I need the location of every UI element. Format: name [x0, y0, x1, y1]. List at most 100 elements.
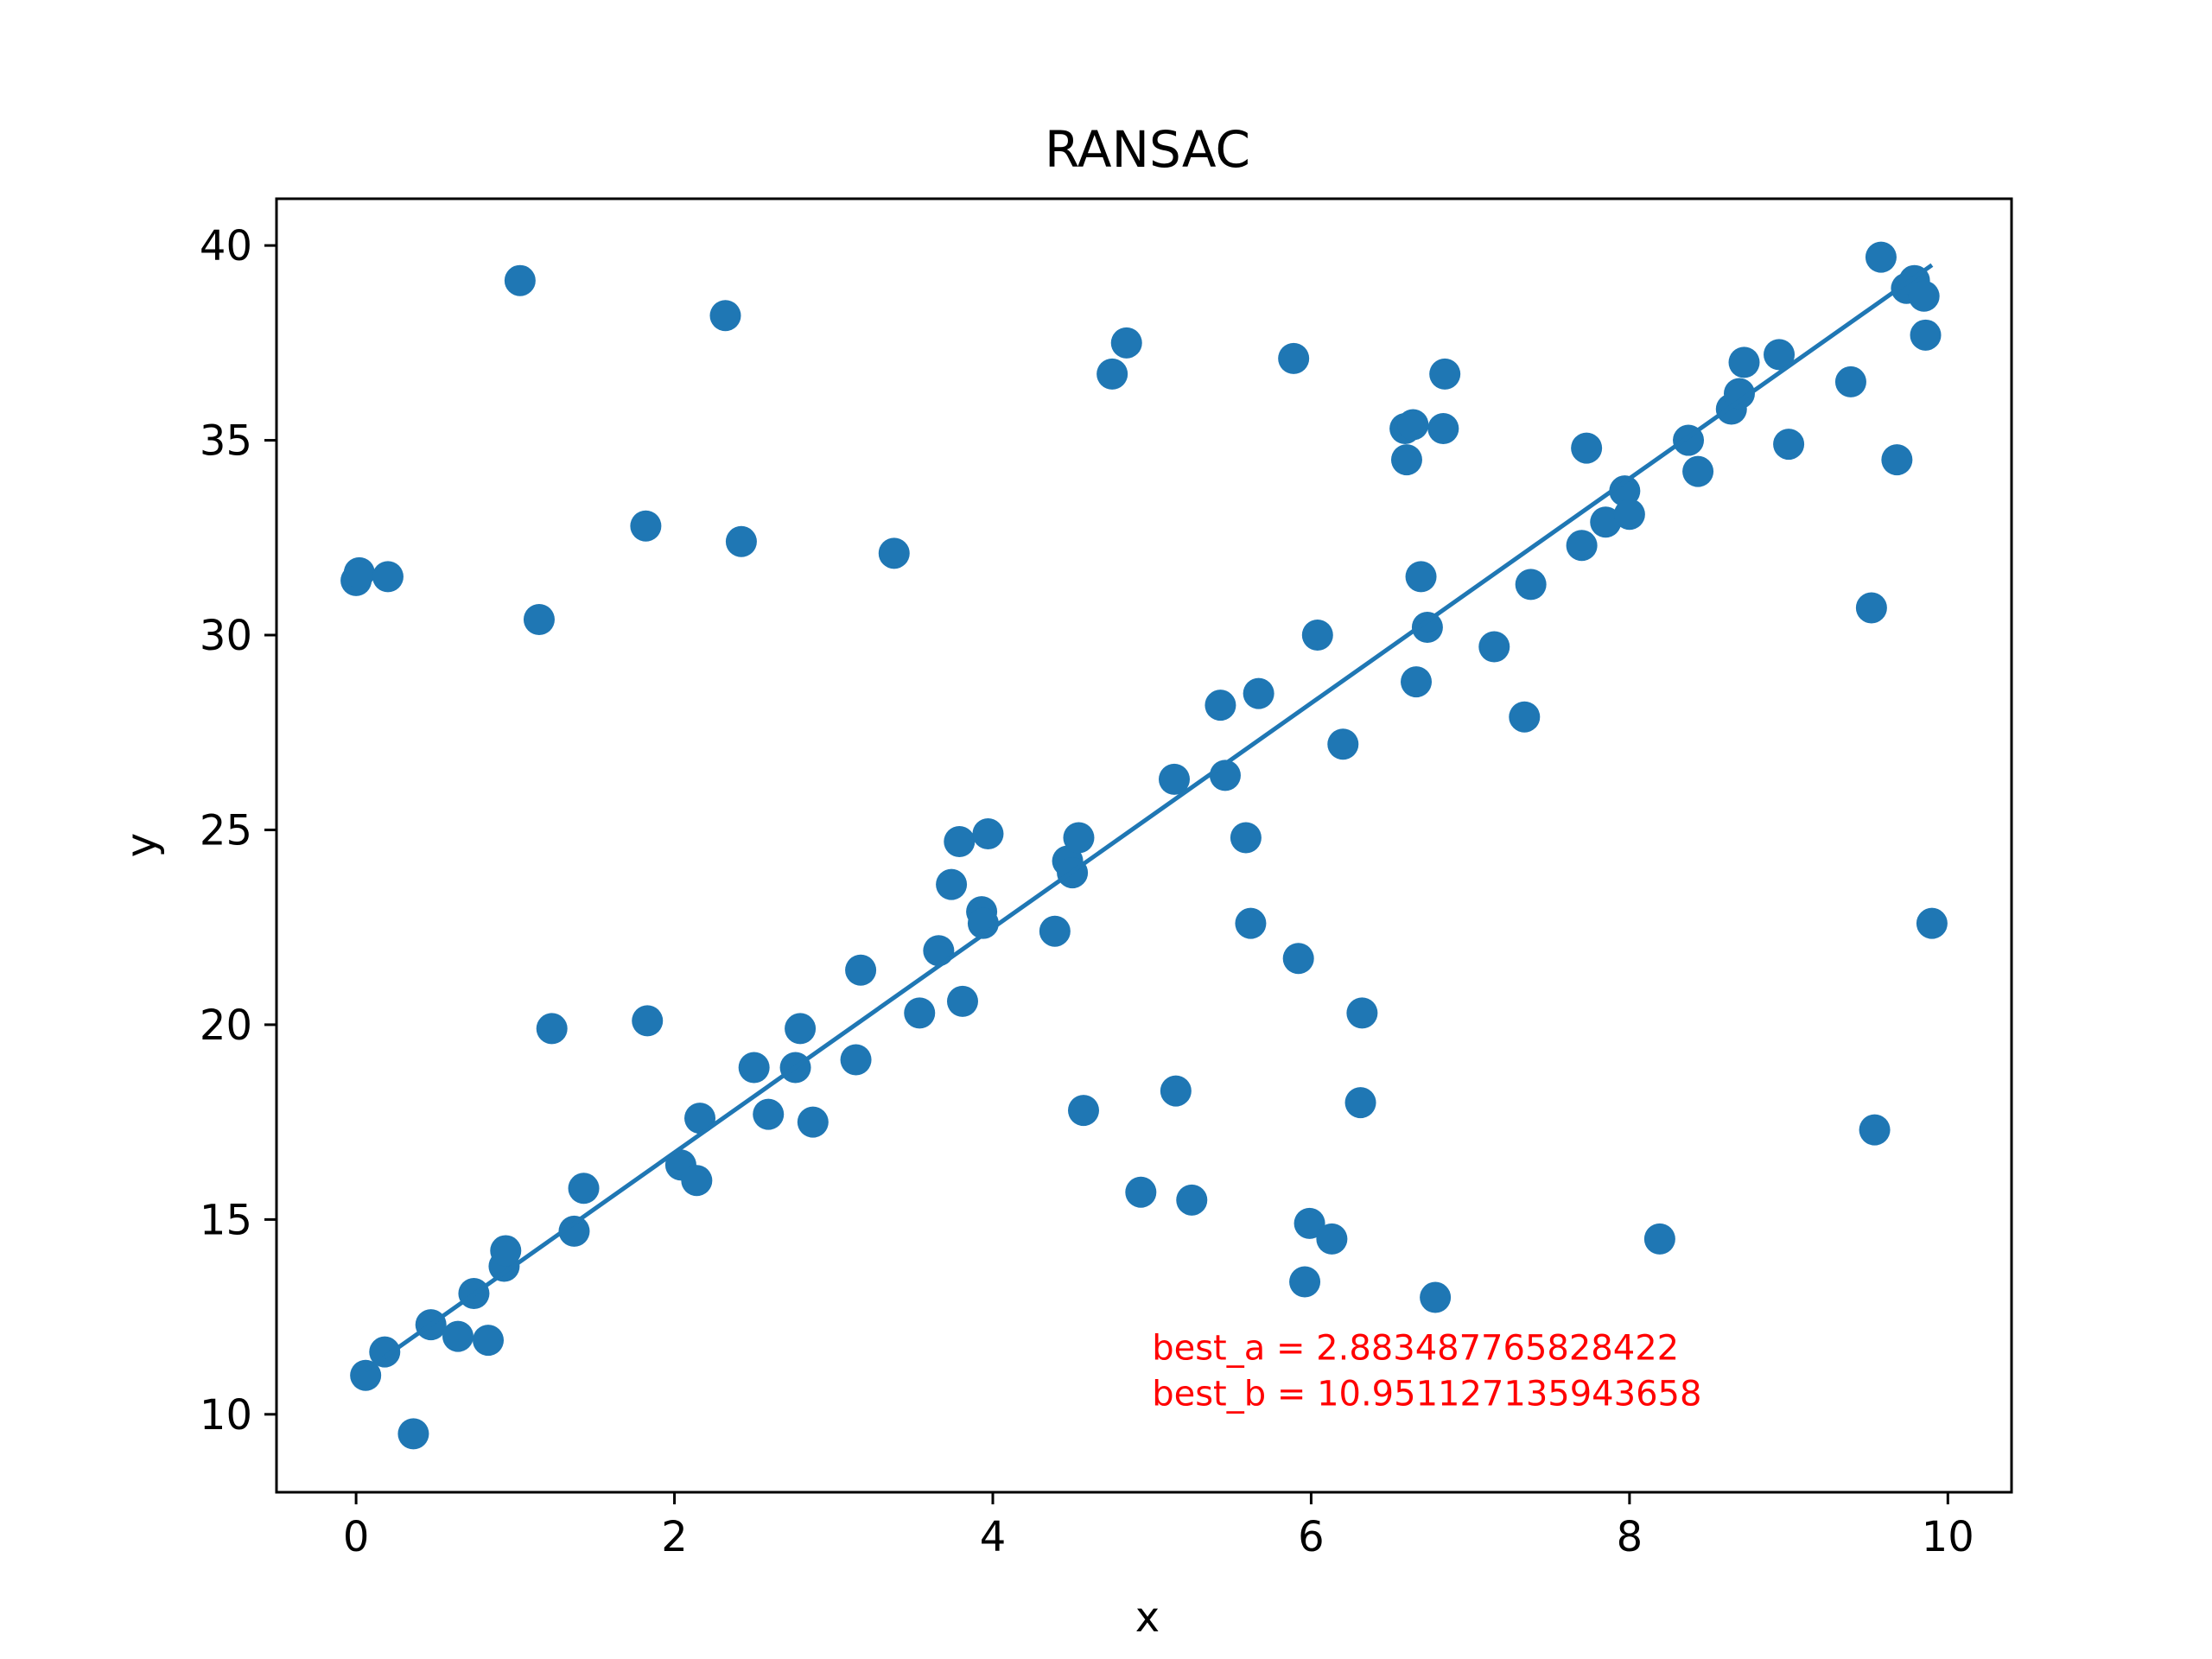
x-tick-label: 4	[980, 1513, 1007, 1561]
data-point	[1411, 611, 1443, 643]
x-tick-label: 2	[661, 1513, 688, 1561]
chart-title: RANSAC	[1045, 120, 1250, 179]
data-point	[397, 1418, 429, 1450]
data-point	[709, 300, 741, 332]
data-point	[372, 561, 404, 593]
data-point	[1509, 701, 1541, 733]
data-point	[1063, 822, 1095, 854]
data-point	[1390, 444, 1422, 476]
data-point	[904, 997, 936, 1029]
data-point	[1910, 319, 1942, 351]
data-point	[753, 1098, 785, 1130]
data-point	[1205, 690, 1236, 721]
data-point	[1401, 666, 1433, 698]
data-point	[1125, 1176, 1157, 1208]
y-tick-label: 25	[200, 806, 252, 855]
data-point	[840, 1044, 872, 1076]
y-tick-label: 20	[200, 1001, 252, 1050]
data-point	[1773, 429, 1805, 461]
data-point	[1566, 530, 1598, 562]
data-point	[1110, 327, 1142, 359]
data-point	[972, 817, 1004, 849]
data-point	[1346, 997, 1378, 1029]
x-tick-label: 0	[343, 1513, 370, 1561]
data-point	[1881, 444, 1913, 476]
data-point	[1405, 561, 1437, 593]
x-tick-label: 10	[1922, 1513, 1974, 1561]
data-point	[369, 1336, 401, 1368]
data-point	[1039, 915, 1071, 947]
data-point	[473, 1325, 505, 1357]
x-tick-label: 6	[1298, 1513, 1325, 1561]
data-point	[630, 510, 662, 542]
data-point	[878, 537, 910, 569]
data-point	[1571, 432, 1603, 464]
x-axis-label: x	[1135, 1593, 1160, 1642]
data-point	[1643, 1223, 1675, 1255]
data-point	[1682, 455, 1714, 487]
data-point	[1327, 728, 1359, 760]
data-point	[1289, 1266, 1321, 1298]
annotation-best-a: best_a = 2.883487765828422	[1152, 1329, 1679, 1369]
data-point	[558, 1215, 590, 1247]
data-point	[568, 1173, 600, 1205]
data-point	[1764, 339, 1796, 371]
data-point	[1176, 1184, 1208, 1216]
data-point	[504, 264, 536, 296]
y-tick-label: 40	[200, 222, 252, 270]
data-point	[946, 985, 978, 1017]
data-point	[1613, 499, 1645, 531]
data-point	[1590, 506, 1622, 538]
data-point	[944, 825, 976, 857]
data-point	[1344, 1087, 1376, 1119]
data-point	[1230, 822, 1262, 854]
data-point	[1916, 907, 1948, 939]
data-point	[1159, 763, 1191, 795]
data-point	[1278, 342, 1310, 374]
data-point	[1865, 241, 1897, 273]
data-point	[1294, 1207, 1325, 1239]
y-axis-label: y	[118, 833, 166, 857]
data-point	[1723, 378, 1755, 410]
fit-line	[364, 263, 1934, 1373]
data-point	[923, 935, 955, 967]
data-point	[1316, 1223, 1348, 1255]
data-point	[681, 1165, 713, 1197]
data-point	[1855, 592, 1887, 624]
y-tick-label: 15	[200, 1196, 252, 1244]
data-point	[684, 1103, 716, 1135]
data-point	[523, 603, 555, 635]
y-tick-label: 10	[200, 1391, 252, 1440]
data-point	[1096, 358, 1128, 390]
data-point	[1160, 1075, 1192, 1107]
axis-ticks: 0 2 4 6 8 10 10 15 20 25 30 35 40	[200, 222, 1974, 1561]
data-point	[1728, 346, 1760, 378]
y-tick-label: 30	[200, 612, 252, 660]
data-point	[1478, 631, 1510, 663]
axes-frame	[275, 197, 2013, 1494]
data-point	[845, 954, 877, 986]
data-point	[1427, 413, 1459, 445]
data-point	[1282, 943, 1314, 975]
x-tick-label: 8	[1617, 1513, 1643, 1561]
data-point	[536, 1013, 568, 1045]
data-point	[1859, 1114, 1891, 1146]
data-point	[1243, 677, 1274, 709]
data-point	[936, 868, 968, 900]
data-point	[785, 1013, 817, 1045]
data-point	[490, 1235, 522, 1267]
data-point	[1397, 409, 1429, 441]
data-point	[725, 525, 757, 557]
data-point	[797, 1106, 829, 1138]
data-point	[1908, 280, 1940, 312]
annotation-best-b: best_b = 10.951127135943658	[1152, 1375, 1701, 1414]
data-point	[1834, 365, 1866, 397]
data-point	[632, 1005, 664, 1037]
data-point	[1301, 620, 1333, 652]
data-point	[1067, 1095, 1099, 1127]
data-point	[738, 1052, 770, 1084]
data-point	[442, 1320, 474, 1352]
data-point	[1429, 358, 1461, 390]
plot-area	[340, 241, 1948, 1450]
data-point	[1609, 475, 1641, 507]
